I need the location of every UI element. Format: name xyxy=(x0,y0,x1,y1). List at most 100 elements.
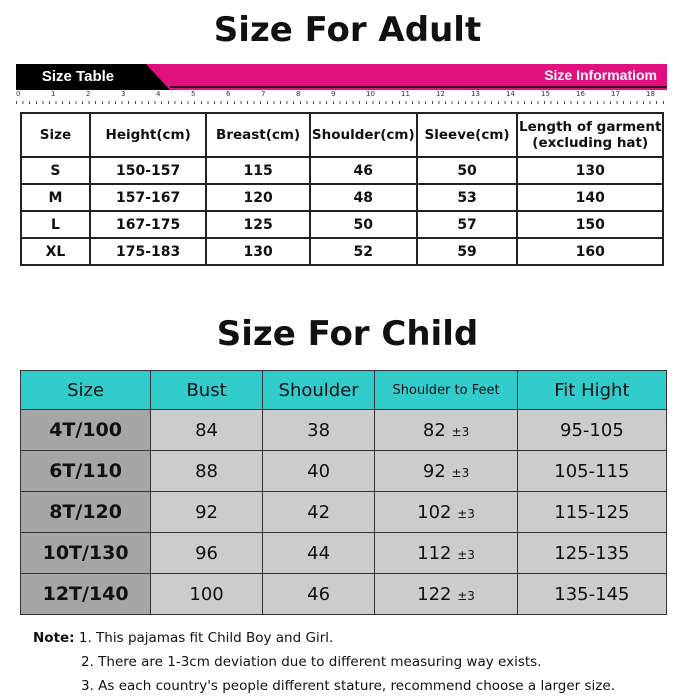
header-row: Size Bust Shoulder Shoulder to Feet Fit High… xyxy=(19,370,668,410)
ruler-mark: 10 xyxy=(366,90,375,98)
value: 102 xyxy=(417,501,452,523)
ruler-mark: 18 xyxy=(646,90,655,98)
ruler-mark: 11 xyxy=(401,90,410,98)
table-cell: 157-167 xyxy=(88,183,208,212)
column-header: Size xyxy=(19,370,152,410)
table-cell: 92 xyxy=(150,491,263,533)
table-cell: 125-135 xyxy=(516,532,668,574)
table-cell: 42 xyxy=(261,491,376,533)
table-cell: 175-183 xyxy=(88,237,208,266)
table-cell: 50 xyxy=(308,210,418,239)
column-header: Height(cm) xyxy=(88,112,208,158)
table-cell: XL xyxy=(20,237,91,266)
table-cell: 135-145 xyxy=(516,573,668,615)
table-cell: 102 ±3 xyxy=(374,491,518,533)
table-cell: 53 xyxy=(415,183,519,212)
tolerance: ±3 xyxy=(451,465,470,480)
table-cell: 88 xyxy=(150,450,263,492)
ruler-mark: 8 xyxy=(296,90,301,98)
note-item: 1. This pajamas fit Child Boy and Girl. xyxy=(78,630,334,646)
ruler-mark: 16 xyxy=(576,90,585,98)
table-cell: 44 xyxy=(261,532,376,574)
ruler-mark: 3 xyxy=(121,90,126,98)
table-cell: 130 xyxy=(205,237,311,266)
ruler-mark: 5 xyxy=(191,90,196,98)
child-size-table: Size Bust Shoulder Shoulder to Feet Fit High… xyxy=(19,370,668,615)
table-row: 10T/130 96 44 112 ±3 125-135 xyxy=(19,532,668,574)
table-cell: S xyxy=(20,156,91,185)
table-cell: 112 ±3 xyxy=(374,532,518,574)
value: 112 xyxy=(417,542,452,564)
table-row: S 150-157 115 46 50 130 xyxy=(20,156,664,185)
column-header: Bust xyxy=(150,370,263,410)
table-cell: 150 xyxy=(516,210,664,239)
header-row: Size Height(cm) Breast(cm) Shoulder(cm) Slee… xyxy=(20,112,664,158)
table-cell: 125 xyxy=(205,210,311,239)
tolerance: ±3 xyxy=(457,506,475,521)
table-cell: 92 ±3 xyxy=(374,450,518,492)
table-cell: 50 xyxy=(415,156,519,185)
table-cell: 46 xyxy=(261,573,376,615)
table-cell: 122 ±3 xyxy=(374,573,518,615)
column-header: Shoulder(cm) xyxy=(308,112,418,158)
ruler-mark: 0 xyxy=(16,90,21,98)
table-cell: 115 xyxy=(205,156,311,185)
size-cell: 4T/100 xyxy=(19,409,152,451)
table-cell: 100 xyxy=(150,573,263,615)
column-header: Shoulder to Feet xyxy=(374,370,518,410)
size-cell: 10T/130 xyxy=(19,532,152,574)
ruler-mark: 15 xyxy=(541,90,550,98)
table-cell: 38 xyxy=(261,409,376,451)
ruler-mark: 7 xyxy=(261,90,266,98)
table-cell: 150-157 xyxy=(88,156,208,185)
ruler-mark: 1 xyxy=(51,90,56,98)
tolerance: ±3 xyxy=(457,588,475,603)
note-label: Note: xyxy=(33,630,75,646)
column-header: Length of garment (excluding hat) xyxy=(516,112,664,158)
table-cell: 120 xyxy=(205,183,311,212)
table-row: 4T/100 84 38 82 ±3 95-105 xyxy=(19,409,668,451)
table-cell: 96 xyxy=(150,532,263,574)
table-row: XL 175-183 130 52 59 160 xyxy=(20,237,664,266)
note-item: 3. As each country's people different st… xyxy=(81,678,615,694)
column-header: Shoulder xyxy=(261,370,376,410)
table-cell: 46 xyxy=(308,156,418,185)
column-header: Sleeve(cm) xyxy=(415,112,519,158)
table-cell: 57 xyxy=(415,210,519,239)
ruler-mark: 9 xyxy=(331,90,336,98)
table-cell: 95-105 xyxy=(516,409,668,451)
table-cell: L xyxy=(20,210,91,239)
table-cell: 59 xyxy=(415,237,519,266)
table-row: L 167-175 125 50 57 150 xyxy=(20,210,664,239)
table-cell: 167-175 xyxy=(88,210,208,239)
table-cell: 82 ±3 xyxy=(374,409,518,451)
table-cell: 105-115 xyxy=(516,450,668,492)
size-information-banner: Size Informatiom xyxy=(130,64,667,90)
ruler-mark: 12 xyxy=(436,90,445,98)
ruler-mark: 6 xyxy=(226,90,231,98)
size-cell: 8T/120 xyxy=(19,491,152,533)
value: 92 xyxy=(422,460,446,482)
ruler-mark: 14 xyxy=(506,90,515,98)
size-cell: 6T/110 xyxy=(19,450,152,492)
table-cell: 130 xyxy=(516,156,664,185)
column-header: Fit Hight xyxy=(516,370,668,410)
table-cell: 84 xyxy=(150,409,263,451)
table-cell: 52 xyxy=(308,237,418,266)
table-cell: 140 xyxy=(516,183,664,212)
tolerance: ±3 xyxy=(451,424,470,439)
table-row: 6T/110 88 40 92 ±3 105-115 xyxy=(19,450,668,492)
ruler-mark: 17 xyxy=(611,90,620,98)
tolerance: ±3 xyxy=(457,547,475,562)
note-item: 2. There are 1-3cm deviation due to diff… xyxy=(81,654,542,670)
table-cell: M xyxy=(20,183,91,212)
value: 82 xyxy=(422,419,446,441)
table-cell: 115-125 xyxy=(516,491,668,533)
value: 122 xyxy=(417,583,452,605)
adult-size-table: Size Height(cm) Breast(cm) Shoulder(cm) Slee… xyxy=(20,112,664,266)
column-header: Size xyxy=(20,112,91,158)
banner-text: Size Informatiom xyxy=(544,67,657,83)
ruler: 0 1 2 3 4 5 6 7 8 9 10 11 12 13 14 15 16 17 18 xyxy=(16,90,667,104)
table-row: 12T/140 100 46 122 ±3 135-145 xyxy=(19,573,668,615)
adult-title: Size For Adult xyxy=(213,10,482,50)
